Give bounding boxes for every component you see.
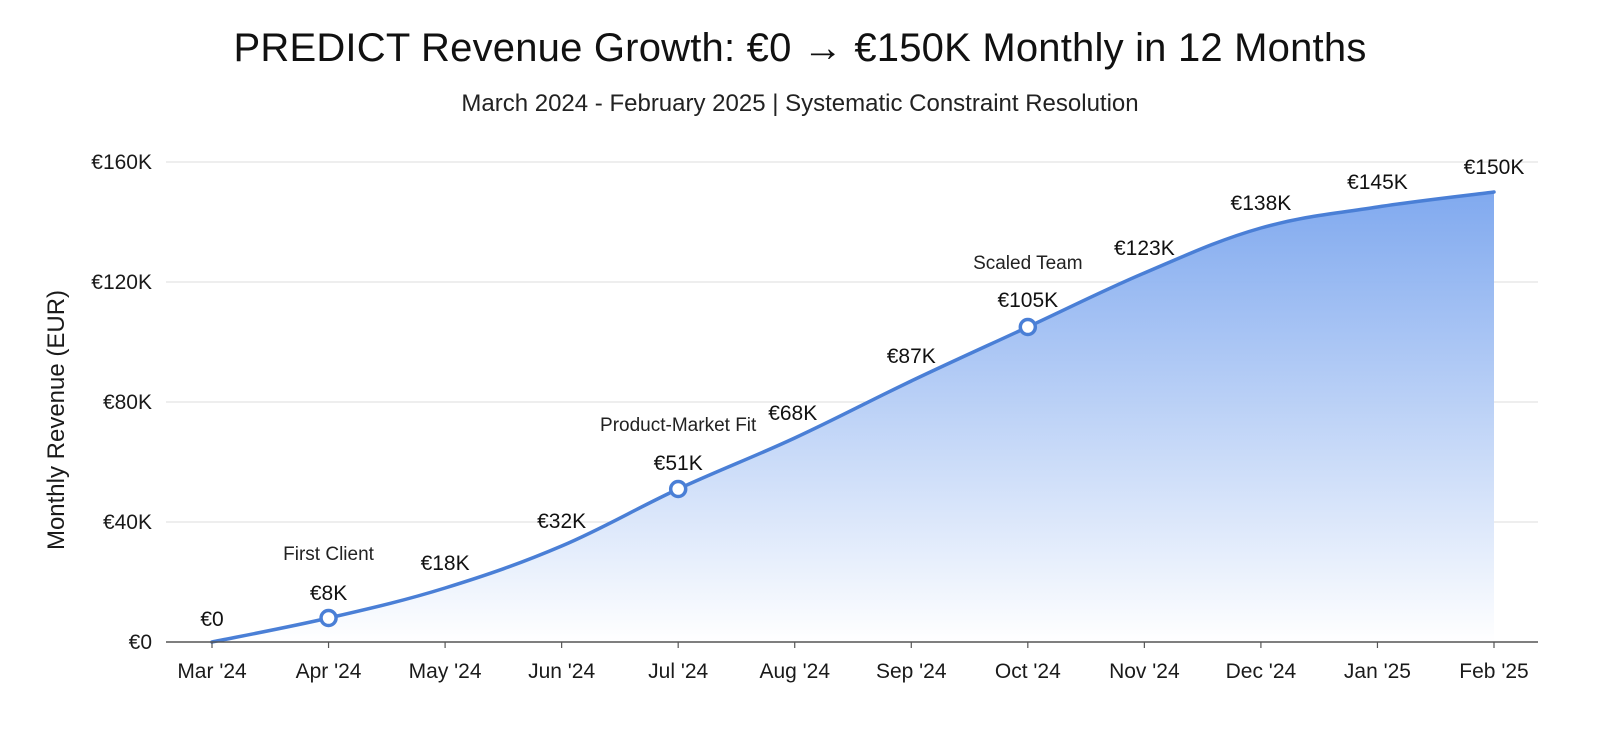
x-tick-label: Oct '24 bbox=[995, 660, 1061, 683]
milestone-annotation: Product-Market Fit bbox=[600, 415, 757, 436]
data-label: €68K bbox=[768, 402, 817, 425]
data-label: €145K bbox=[1347, 171, 1408, 194]
x-tick-label: Jan '25 bbox=[1344, 660, 1411, 683]
y-tick-label: €120K bbox=[91, 271, 152, 294]
x-tick-label: Nov '24 bbox=[1109, 660, 1180, 683]
revenue-line bbox=[210, 190, 1496, 644]
y-tick-label: €40K bbox=[103, 511, 152, 534]
x-tick-label: Sep '24 bbox=[876, 660, 947, 683]
x-tick-label: Jun '24 bbox=[528, 660, 595, 683]
x-tick-label: Apr '24 bbox=[296, 660, 362, 683]
data-label: €150K bbox=[1464, 156, 1525, 179]
milestone-annotation: First Client bbox=[283, 544, 375, 565]
y-tick-label: €0 bbox=[129, 631, 152, 654]
x-tick-label: Feb '25 bbox=[1459, 660, 1528, 683]
x-tick-label: Dec '24 bbox=[1226, 660, 1297, 683]
data-label: €51K bbox=[654, 452, 703, 475]
milestone-marker bbox=[1018, 317, 1038, 337]
marker-layer bbox=[319, 317, 1038, 628]
x-tick-label: Aug '24 bbox=[759, 660, 830, 683]
x-tick-label: May '24 bbox=[409, 660, 482, 683]
area-layer bbox=[210, 190, 1496, 644]
data-label: €8K bbox=[310, 582, 347, 605]
axis-layer: €0 €40K €80K €120K €160K Mar '24 Apr '24 May '2… bbox=[43, 151, 1538, 683]
milestone-annotation: Scaled Team bbox=[973, 253, 1083, 274]
data-label: €32K bbox=[537, 510, 586, 533]
data-label: €87K bbox=[887, 345, 936, 368]
data-label: €18K bbox=[421, 552, 470, 575]
x-tick-label: Mar '24 bbox=[177, 660, 247, 683]
data-label: €138K bbox=[1231, 192, 1292, 215]
revenue-area-fill bbox=[212, 192, 1494, 642]
y-axis-title: Monthly Revenue (EUR) bbox=[43, 290, 70, 550]
data-label: €0 bbox=[200, 608, 223, 631]
milestone-marker bbox=[319, 608, 338, 628]
label-layer: €0 €8K €18K €32K €51K €68K €87K €105K €123K €138K… bbox=[200, 156, 1524, 631]
x-tick-label: Jul '24 bbox=[648, 660, 708, 683]
chart-title: PREDICT Revenue Growth: €0 → €150K Month… bbox=[233, 26, 1367, 70]
y-tick-label: €80K bbox=[103, 391, 152, 414]
data-label: €105K bbox=[997, 289, 1058, 312]
milestone-marker bbox=[668, 479, 688, 499]
chart-subtitle: March 2024 - February 2025 | Systematic … bbox=[461, 90, 1139, 117]
data-label: €123K bbox=[1114, 237, 1175, 260]
y-tick-label: €160K bbox=[91, 151, 152, 174]
